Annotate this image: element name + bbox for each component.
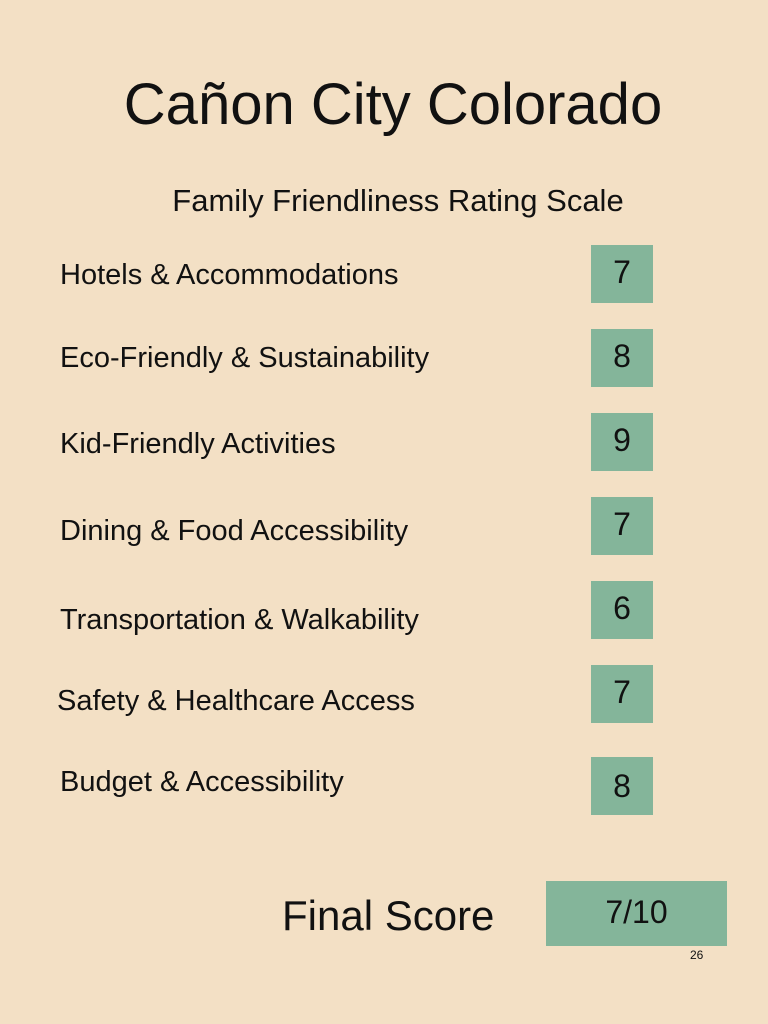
final-score-label: Final Score (282, 892, 495, 939)
rating-label: Safety & Healthcare Access (57, 685, 415, 717)
rating-score: 7 (591, 497, 653, 555)
rating-label: Kid-Friendly Activities (60, 428, 336, 460)
rating-label: Hotels & Accommodations (60, 259, 399, 291)
rating-score: 8 (591, 329, 653, 387)
page-number: 26 (690, 948, 704, 962)
rating-score: 7 (591, 665, 653, 723)
rating-label: Budget & Accessibility (60, 766, 344, 798)
rating-label: Transportation & Walkability (60, 604, 419, 636)
rating-score: 9 (591, 413, 653, 471)
subtitle: Family Friendliness Rating Scale (172, 183, 624, 218)
rating-score: 7 (591, 245, 653, 303)
rating-score: 8 (591, 757, 653, 815)
rating-score: 6 (591, 581, 653, 639)
final-score: 7/10 (546, 881, 727, 946)
title: Cañon City Colorado (123, 72, 663, 137)
rating-label: Eco-Friendly & Sustainability (60, 342, 430, 374)
rating-label: Dining & Food Accessibility (60, 515, 409, 547)
